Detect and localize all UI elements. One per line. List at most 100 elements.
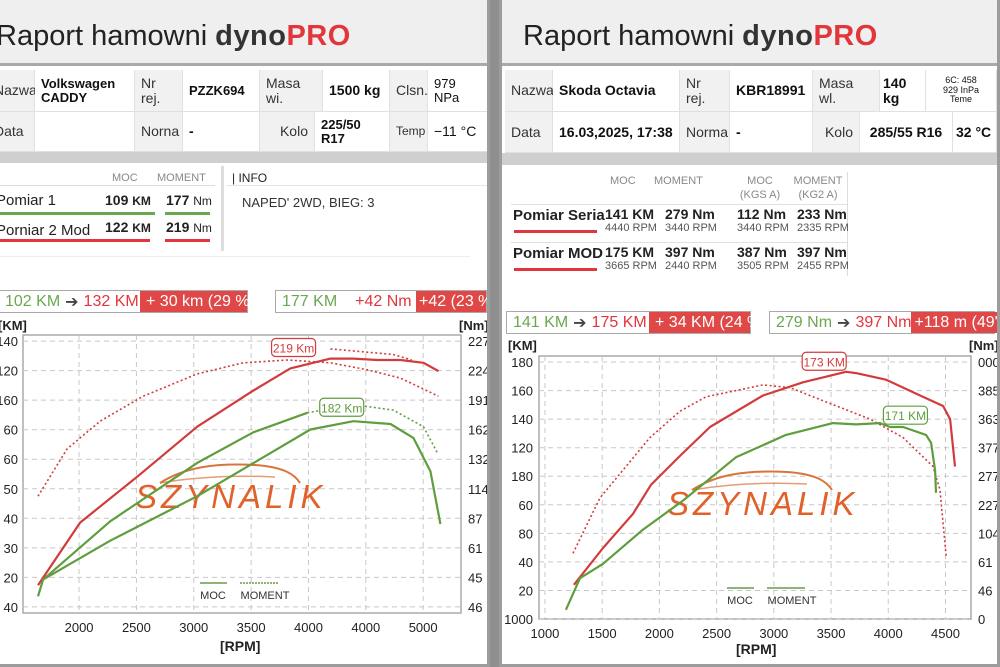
peak-label: 219 Km	[273, 342, 314, 356]
measurement-value: 387 Nm 3505 RPM	[737, 244, 789, 272]
peak-label-box	[270, 337, 317, 358]
power-comparison: 141 KM ➔ 175 KM + 34 KM (24 %)	[506, 311, 767, 334]
kolo-label: Kolo	[260, 112, 315, 152]
peak-label-box	[801, 351, 847, 371]
clsn-label: Clsn.	[390, 70, 428, 112]
series-line-seria-moc	[36, 420, 442, 597]
x-tick: 4500	[931, 626, 960, 641]
x-tick: 3500	[817, 626, 846, 641]
series-1-underline	[165, 212, 210, 215]
nazwa-label: Nazwa	[505, 70, 554, 112]
y-tick-left: 40	[4, 600, 18, 615]
nazwa-label: Nazwa	[0, 70, 37, 112]
nazwa-value: Volkswagen CADDY	[35, 70, 135, 112]
peak-label: 182 Km	[321, 401, 362, 415]
legend-moc: MOC	[200, 590, 226, 602]
y-tick-left: 40	[4, 511, 18, 526]
watermark-text: SZYNALIK	[135, 478, 327, 515]
y-axis-left-label: [KM]	[508, 338, 537, 353]
moment-value: 219 Nm	[166, 219, 212, 235]
norma-value: -	[730, 112, 813, 153]
y-tick-left: 160	[511, 384, 533, 399]
clsn-value: 979 NPa	[428, 70, 487, 112]
y-tick-left: 60	[4, 452, 18, 467]
y-tick-left: 60	[4, 423, 18, 438]
norma-label: Norma	[680, 112, 730, 153]
x-axis-label: [RPM]	[220, 638, 261, 654]
x-tick: 2500	[702, 626, 731, 641]
measurement-label: Pomiar Seria	[513, 207, 605, 224]
header-moment-kg2: MOMENT (KG2 A)	[793, 175, 843, 202]
x-tick: 1000	[530, 626, 559, 641]
y-tick-right: 45	[468, 570, 482, 585]
right-report-panel: Raport hamowni dynoPRO Nazwa Skoda Octavi…	[499, 0, 1000, 667]
moment-value: 177 Nm	[166, 192, 212, 208]
y-tick-left: 140	[0, 334, 18, 349]
temp-label: Temp	[390, 112, 428, 152]
report-title: Raport hamowni dynoPRO	[0, 20, 351, 52]
x-tick: 3000	[179, 620, 208, 635]
y-tick-right: 61	[978, 555, 992, 570]
series-line-mod-moment-upper	[330, 348, 412, 361]
y-tick-right: 227	[468, 334, 490, 349]
x-tick: 5000	[409, 620, 438, 635]
peak-label-box	[319, 397, 365, 417]
norma-value: -	[183, 112, 260, 152]
y-tick-right: 132	[468, 452, 490, 467]
masa-label: Masa wl.	[813, 70, 880, 112]
divider	[511, 204, 847, 205]
series-1-underline	[0, 212, 155, 215]
y-tick-right: 385	[978, 384, 1000, 399]
data-label: Data	[0, 112, 35, 152]
x-tick: 4000	[294, 620, 323, 635]
y-tick-left: 120	[0, 364, 18, 379]
car-swoosh-icon	[691, 470, 833, 491]
moc-value: 122 KM	[105, 219, 151, 235]
legend-moment: MOMENT	[768, 595, 817, 607]
x-tick: 4000	[874, 626, 903, 641]
masa-value: 140 kg	[880, 70, 926, 112]
divider	[511, 242, 847, 243]
y-tick-right: 227	[978, 498, 1000, 513]
dynopro-logo: dynoPRO	[215, 20, 351, 52]
torque-comparison: 279 Nm ➔ 397 Nm +118 m (49')	[769, 311, 997, 334]
y-tick-right: 277	[978, 469, 1000, 484]
series-line-seria-moment-tail	[307, 403, 439, 454]
series-line-seria-moment	[42, 411, 308, 581]
vertical-divider	[221, 166, 224, 251]
x-axis-label: [RPM]	[736, 641, 777, 657]
masa-label: Masa wi.	[260, 70, 323, 112]
y-axis-right-label: [Nm]	[969, 338, 999, 353]
y-tick-left: 180	[511, 355, 533, 370]
y-tick-left: 180	[511, 469, 533, 484]
series-line-mod-moment	[572, 384, 947, 556]
car-swoosh-icon	[691, 482, 808, 491]
measurement-value: 112 Nm 3440 RPM	[737, 206, 789, 234]
nr-rej-label: Nr rej.	[135, 70, 183, 112]
peak-label: 171 KM	[885, 409, 926, 423]
nr-rej-value: PZZK694	[183, 70, 260, 112]
measurement-label: Porniar 2 Mod	[0, 222, 91, 239]
series-underline	[514, 268, 597, 271]
y-tick-right: 46	[468, 600, 482, 615]
nazwa-value: Skoda Octavia	[553, 70, 680, 112]
header-moment: MOMENT	[157, 172, 206, 184]
temp-value: 32 °C	[953, 112, 997, 153]
dynopro-logo: dynoPRO	[742, 20, 878, 52]
divider	[226, 185, 487, 186]
y-tick-right: 46	[978, 583, 992, 598]
data-label: Data	[505, 112, 553, 153]
y-axis-left-label: [KM]	[0, 318, 27, 333]
y-tick-left: 50	[4, 482, 18, 497]
series-line-seria-moc	[564, 422, 938, 611]
y-tick-right: 87	[468, 511, 482, 526]
y-tick-right: 224	[468, 364, 490, 379]
header-moc: MOC	[112, 172, 138, 184]
data-value: 16.03,2025, 17:38	[553, 112, 680, 153]
measurement-value: 397 Nm 2455 RPM	[797, 244, 849, 272]
nr-rej-value: KBR18991	[730, 70, 813, 112]
y-tick-right: 191	[468, 393, 490, 408]
nr-rej-label: Nr rej.	[680, 70, 730, 112]
kolo-value: 285/55 R16	[860, 112, 953, 153]
